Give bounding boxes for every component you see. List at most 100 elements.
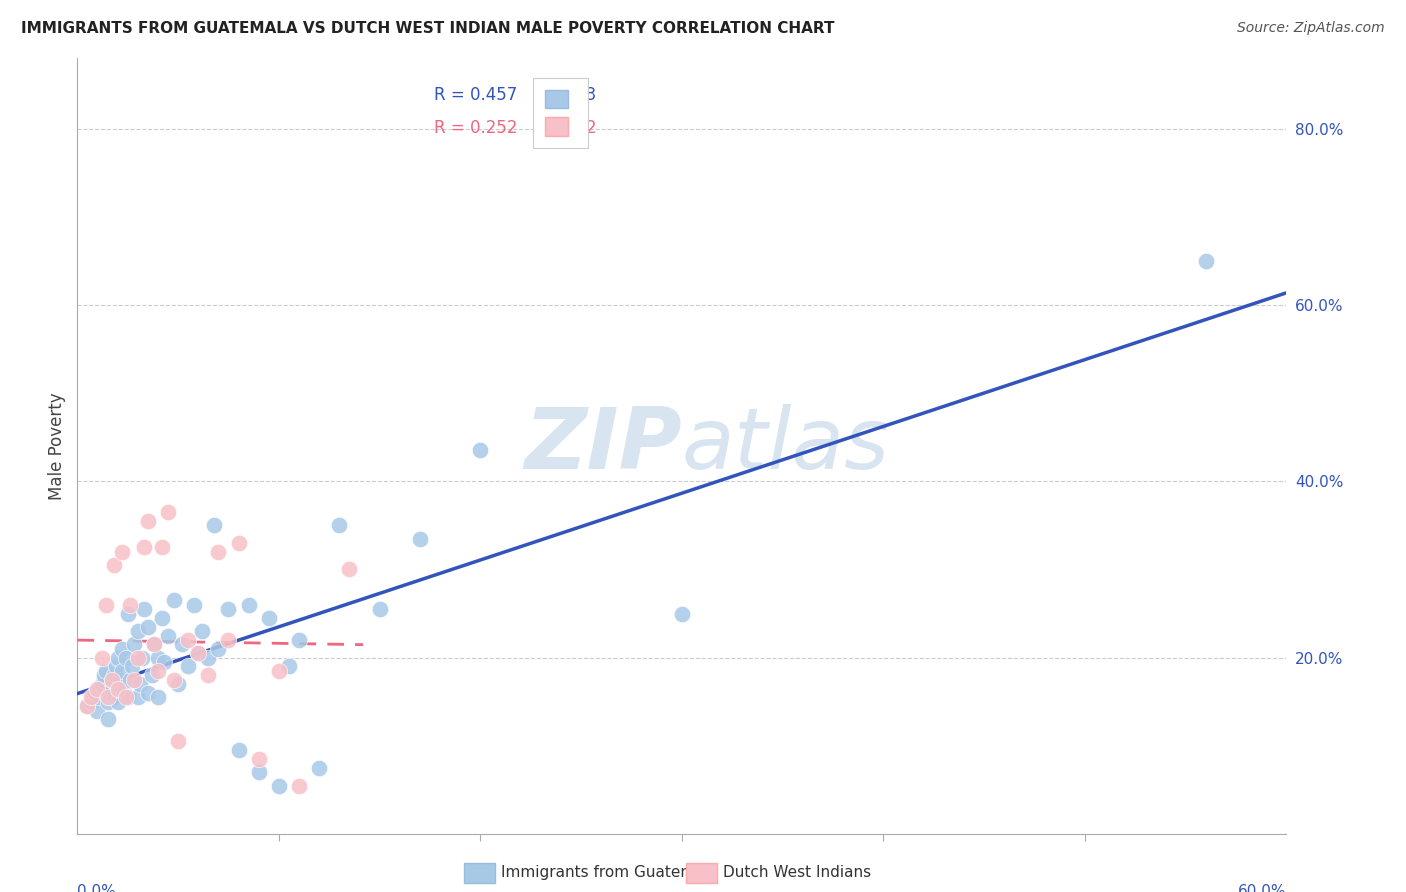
Point — [122, 637, 145, 651]
Point — [108, 673, 131, 687]
Point — [470, 443, 492, 458]
Point — [107, 695, 129, 709]
Point — [112, 686, 135, 700]
Point — [103, 558, 125, 572]
Text: R = 0.457    N = 73: R = 0.457 N = 73 — [434, 87, 596, 104]
Point — [121, 659, 143, 673]
Point — [118, 673, 141, 687]
Point — [117, 607, 139, 621]
Text: 60.0%: 60.0% — [1239, 885, 1286, 892]
Point — [86, 704, 108, 718]
Legend: , : , — [533, 78, 589, 148]
Point — [308, 761, 330, 775]
Point — [150, 611, 173, 625]
Point — [114, 690, 136, 705]
Point — [96, 695, 118, 709]
Point — [96, 712, 118, 726]
Point — [98, 686, 121, 700]
Point — [288, 633, 311, 648]
Text: Source: ZipAtlas.com: Source: ZipAtlas.com — [1237, 21, 1385, 36]
Point — [339, 562, 360, 576]
Point — [82, 690, 104, 705]
Point — [146, 664, 169, 678]
Point — [136, 620, 159, 634]
Point — [247, 765, 270, 780]
Point — [117, 690, 139, 705]
Point — [153, 655, 176, 669]
Point — [104, 677, 127, 691]
Point — [1195, 253, 1218, 268]
Point — [128, 677, 150, 691]
Point — [146, 650, 169, 665]
Point — [157, 629, 180, 643]
Point — [98, 690, 121, 705]
Point — [163, 593, 186, 607]
Text: Immigrants from Guatemala: Immigrants from Guatemala — [501, 865, 718, 880]
Text: ZIP: ZIP — [524, 404, 682, 488]
Point — [267, 779, 290, 793]
Point — [197, 650, 219, 665]
Point — [167, 734, 190, 748]
Point — [247, 752, 270, 766]
Point — [207, 641, 229, 656]
Point — [127, 624, 149, 639]
Point — [146, 690, 169, 705]
Point — [150, 541, 173, 555]
Point — [267, 664, 290, 678]
Point — [183, 598, 205, 612]
Point — [177, 659, 200, 673]
Point — [76, 699, 98, 714]
Point — [671, 607, 693, 621]
Text: 0.0%: 0.0% — [77, 885, 117, 892]
Point — [163, 673, 186, 687]
Point — [136, 514, 159, 528]
Point — [118, 598, 141, 612]
Point — [157, 505, 180, 519]
Point — [86, 690, 108, 705]
Point — [136, 686, 159, 700]
Point — [172, 637, 194, 651]
Point — [127, 690, 149, 705]
Point — [111, 664, 134, 678]
Point — [218, 633, 240, 648]
Point — [89, 681, 111, 696]
Point — [187, 646, 209, 660]
Point — [142, 637, 165, 651]
Point — [257, 611, 280, 625]
Point — [132, 541, 155, 555]
Point — [167, 677, 190, 691]
Point — [96, 690, 118, 705]
Text: R = 0.252    N = 32: R = 0.252 N = 32 — [434, 119, 596, 136]
Point — [218, 602, 240, 616]
Point — [100, 681, 122, 696]
Point — [80, 695, 103, 709]
Point — [177, 633, 200, 648]
Point — [238, 598, 260, 612]
Text: atlas: atlas — [682, 404, 890, 488]
Point — [132, 602, 155, 616]
Point — [93, 668, 115, 682]
Point — [368, 602, 391, 616]
Point — [107, 650, 129, 665]
Point — [202, 518, 225, 533]
Point — [111, 545, 134, 559]
Point — [142, 637, 165, 651]
Point — [104, 659, 127, 673]
Point — [84, 686, 107, 700]
Point — [409, 532, 432, 546]
Point — [107, 681, 129, 696]
Point — [86, 681, 108, 696]
Y-axis label: Male Poverty: Male Poverty — [48, 392, 66, 500]
Text: IMMIGRANTS FROM GUATEMALA VS DUTCH WEST INDIAN MALE POVERTY CORRELATION CHART: IMMIGRANTS FROM GUATEMALA VS DUTCH WEST … — [21, 21, 835, 37]
Point — [94, 598, 117, 612]
Point — [141, 668, 163, 682]
Point — [76, 699, 98, 714]
Point — [103, 690, 125, 705]
Point — [288, 779, 311, 793]
Point — [122, 673, 145, 687]
Point — [90, 650, 112, 665]
Point — [100, 673, 122, 687]
Point — [131, 650, 153, 665]
Text: Dutch West Indians: Dutch West Indians — [723, 865, 870, 880]
Point — [100, 673, 122, 687]
